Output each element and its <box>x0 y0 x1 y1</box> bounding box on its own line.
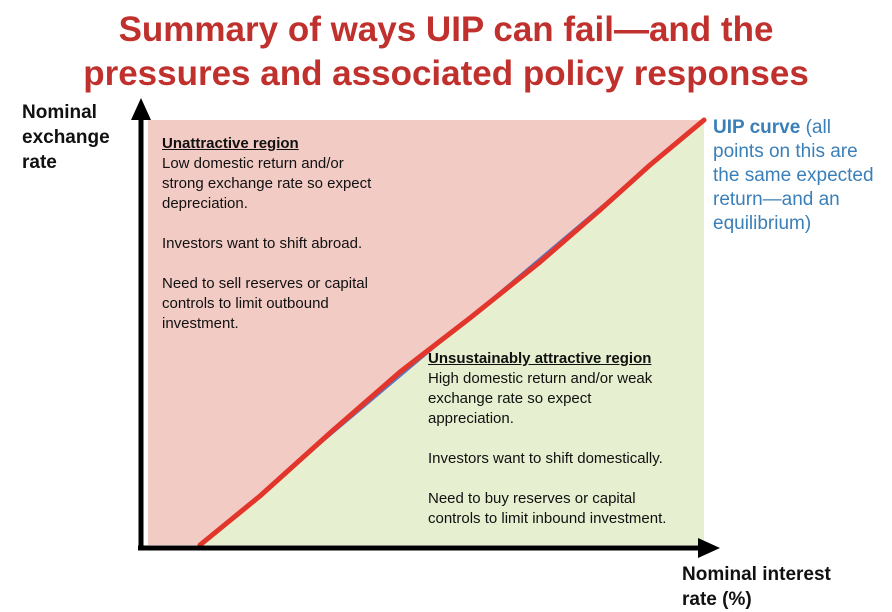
unattractive-policy-line: Need to sell reserves or capital <box>162 275 368 292</box>
uip-curve-label: UIP curve (all points on this are the sa… <box>713 116 883 236</box>
page-title: Summary of ways UIP can fail—and the pre… <box>0 8 892 96</box>
unattractive-desc-line: strong exchange rate so expect <box>162 175 372 192</box>
y-axis-arrow <box>131 98 151 120</box>
y-axis-label-line-2: exchange <box>22 127 110 148</box>
unattractive-region-text: Unattractive region Low domestic return … <box>162 134 462 334</box>
attractive-desc-line: High domestic return and/or weak <box>428 370 653 387</box>
uip-curve-label-rest: (all points on this are the same expecte… <box>713 117 874 234</box>
x-axis-arrow <box>698 538 720 558</box>
attractive-policy-line: Need to buy reserves or capital <box>428 490 636 507</box>
x-axis-label: Nominal interest rate (%) <box>682 562 831 612</box>
unattractive-region-title: Unattractive region <box>162 135 299 152</box>
unattractive-desc-line: depreciation. <box>162 195 248 212</box>
y-axis-label: Nominal exchange rate <box>22 100 110 175</box>
uip-curve-red <box>197 117 707 548</box>
uip-curve-label-bold: UIP curve <box>713 117 801 138</box>
unattractive-policy-line: controls to limit outbound <box>162 295 329 312</box>
title-line-1: Summary of ways UIP can fail—and the <box>118 10 774 49</box>
unattractive-desc-line: Low domestic return and/or <box>162 155 344 172</box>
attractive-desc-line: exchange rate so expect <box>428 390 592 407</box>
attractive-policy-line: controls to limit inbound investment. <box>428 510 667 527</box>
x-axis-label-line-2: rate (%) <box>682 589 752 610</box>
x-axis-label-line-1: Nominal interest <box>682 564 831 585</box>
unattractive-policy-line: investment. <box>162 315 239 332</box>
attractive-region-title: Unsustainably attractive region <box>428 350 652 367</box>
y-axis-label-line-3: rate <box>22 152 57 173</box>
title-line-2: pressures and associated policy response… <box>83 54 809 93</box>
attractive-desc-line: appreciation. <box>428 410 514 427</box>
y-axis-label-line-1: Nominal <box>22 102 97 123</box>
unattractive-investors: Investors want to shift abroad. <box>162 235 363 252</box>
unattractive-region-area <box>148 120 704 545</box>
attractive-region-text: Unsustainably attractive region High dom… <box>428 349 718 529</box>
attractive-investors: Investors want to shift domestically. <box>428 450 663 467</box>
